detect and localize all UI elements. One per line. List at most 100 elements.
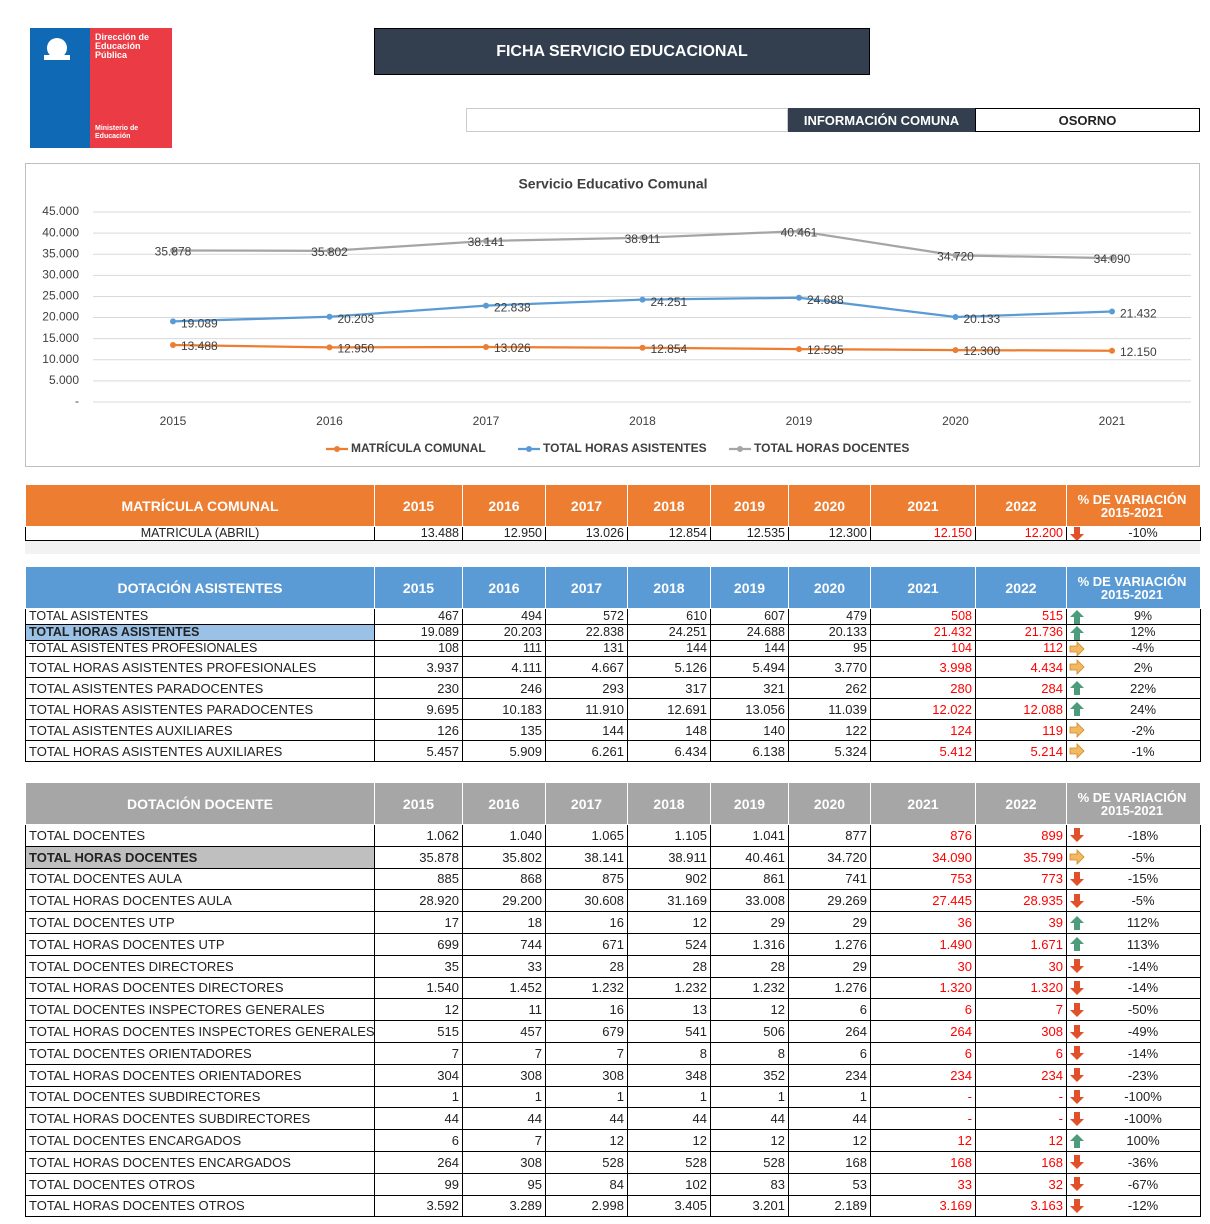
- cell-value: 3.201: [710, 1194, 789, 1218]
- trend-arrow: [1070, 915, 1084, 930]
- cell-value: 83: [710, 1172, 789, 1196]
- trend-arrow: [1070, 609, 1084, 624]
- cell-value: 34.090: [870, 845, 976, 869]
- variation-value: 9%: [1133, 609, 1153, 624]
- data-label: 12.535: [807, 343, 844, 357]
- arrow-shape: [1070, 1177, 1084, 1192]
- cell-value: 7: [975, 998, 1067, 1022]
- trend-arrow: [1069, 659, 1085, 675]
- table-title: MATRÍCULA COMUNAL: [25, 484, 375, 527]
- x-tick-label: 2020: [942, 414, 969, 428]
- cell-value: 524: [627, 932, 711, 956]
- cell-value: 494: [462, 608, 546, 625]
- variation-header: % DE VARIACIÓN 2015-2021: [1066, 484, 1201, 527]
- cell-value: 6: [870, 1041, 976, 1065]
- page-title: FICHA SERVICIO EDUCACIONAL: [374, 28, 870, 75]
- variation-value: -49%: [1127, 1024, 1159, 1040]
- cell-value: 5.214: [975, 740, 1067, 762]
- cell-value: 35.878: [374, 845, 463, 869]
- year-header: 2017: [545, 484, 628, 527]
- year-header: 2020: [788, 566, 871, 609]
- variation-cell: -100%: [1066, 1107, 1201, 1131]
- cell-value: 102: [627, 1172, 711, 1196]
- cell-value: 34.720: [788, 845, 871, 869]
- cell-value: 528: [710, 1150, 789, 1174]
- row-label: TOTAL DOCENTES SUBDIRECTORES: [25, 1085, 375, 1109]
- cell-value: 1.320: [975, 976, 1067, 1000]
- data-row: TOTAL DOCENTES ORIENTADORES 7 7 7 8 8 6 6 6 -14%: [25, 1041, 1201, 1065]
- data-row: TOTAL ASISTENTES PROFESIONALES 108 111 131 1…: [25, 640, 1201, 657]
- variation-header-line: % DE VARIACIÓN: [1077, 573, 1187, 589]
- variation-cell: -50%: [1066, 998, 1201, 1022]
- cell-value: 293: [545, 677, 628, 699]
- data-row: TOTAL HORAS ASISTENTES PROFESIONALES 3.93…: [25, 656, 1201, 678]
- row-label: TOTAL HORAS DOCENTES OTROS: [25, 1194, 375, 1218]
- cell-value: 131: [545, 640, 628, 657]
- year-header: 2017: [545, 566, 628, 609]
- header-row: DOTACIÓN ASISTENTES 2015 2016 2017 2018 2019 2…: [25, 566, 1201, 609]
- cell-value: 1.065: [545, 824, 628, 847]
- cell-value: 36: [870, 911, 976, 934]
- cell-value: 38.911: [627, 845, 711, 869]
- year-header: 2018: [627, 566, 711, 609]
- cell-value: 28.935: [975, 889, 1067, 913]
- cell-value: 126: [374, 719, 463, 741]
- variation-value: 113%: [1126, 936, 1160, 952]
- arrow-shape: [1070, 609, 1084, 624]
- cell-value: 308: [462, 1063, 546, 1087]
- cell-value: 5.457: [374, 740, 463, 762]
- legend-marker: [334, 446, 340, 452]
- cell-value: -: [975, 1085, 1067, 1109]
- cell-value: 528: [627, 1150, 711, 1174]
- row-label: TOTAL HORAS DOCENTES ENCARGADOS: [25, 1150, 375, 1174]
- cell-value: 27.445: [870, 889, 976, 913]
- trend-arrow: [1070, 1198, 1084, 1213]
- data-label: 35.802: [311, 245, 348, 259]
- year-header: 2016: [462, 484, 546, 527]
- header-row: MATRÍCULA COMUNAL 2015 2016 2017 2018 2019 202…: [25, 484, 1201, 527]
- data-row: TOTAL HORAS DOCENTES INSPECTORES GENERAL…: [25, 1020, 1201, 1043]
- legend-label: TOTAL HORAS DOCENTES: [754, 441, 909, 455]
- trend-arrow: [1069, 722, 1085, 738]
- cell-value: 35.799: [975, 845, 1067, 869]
- cell-value: 140: [710, 719, 789, 741]
- year-header: 2022: [975, 566, 1067, 609]
- variation-header-line: 2015-2021: [1100, 586, 1164, 602]
- data-label: 22.838: [494, 301, 531, 315]
- cell-value: 679: [545, 1020, 628, 1043]
- variation-value: 2%: [1133, 659, 1153, 675]
- variation-cell: -23%: [1066, 1063, 1201, 1087]
- table-body: DOTACIÓN DOCENTE 2015 2016 2017 2018 2019 2020…: [25, 782, 1201, 1218]
- cell-value: 148: [627, 719, 711, 741]
- data-row: TOTAL HORAS DOCENTES 35.878 35.802 38.141 38…: [25, 845, 1201, 869]
- cell-value: 168: [870, 1150, 976, 1174]
- cell-value: 13.488: [374, 526, 463, 541]
- cell-value: 19.089: [374, 624, 463, 641]
- cell-value: 671: [545, 932, 628, 956]
- cell-value: 3.998: [870, 656, 976, 678]
- cell-value: 21.736: [975, 624, 1067, 641]
- cell-value: 5.324: [788, 740, 871, 762]
- trend-arrow: [1070, 1046, 1084, 1061]
- variation-value: -14%: [1127, 958, 1159, 974]
- variation-value: -18%: [1127, 827, 1159, 843]
- variation-cell: -14%: [1066, 954, 1201, 978]
- cell-value: 18: [462, 911, 546, 934]
- cell-value: 84: [545, 1172, 628, 1196]
- cell-value: 122: [788, 719, 871, 741]
- variation-cell: -15%: [1066, 867, 1201, 891]
- cell-value: 308: [462, 1150, 546, 1174]
- cell-value: 515: [374, 1020, 463, 1043]
- variation-header-line: % DE VARIACIÓN: [1077, 491, 1187, 507]
- cell-value: 308: [975, 1020, 1067, 1043]
- cell-value: 124: [870, 719, 976, 741]
- cell-value: 1.232: [627, 976, 711, 1000]
- row-label: TOTAL DOCENTES: [25, 824, 375, 847]
- cell-value: 108: [374, 640, 463, 657]
- variation-value: -4%: [1131, 641, 1155, 656]
- trend-arrow: [1069, 849, 1085, 866]
- cell-value: 12: [975, 1129, 1067, 1152]
- trend-arrow: [1070, 1002, 1084, 1017]
- cell-value: 38.141: [545, 845, 628, 869]
